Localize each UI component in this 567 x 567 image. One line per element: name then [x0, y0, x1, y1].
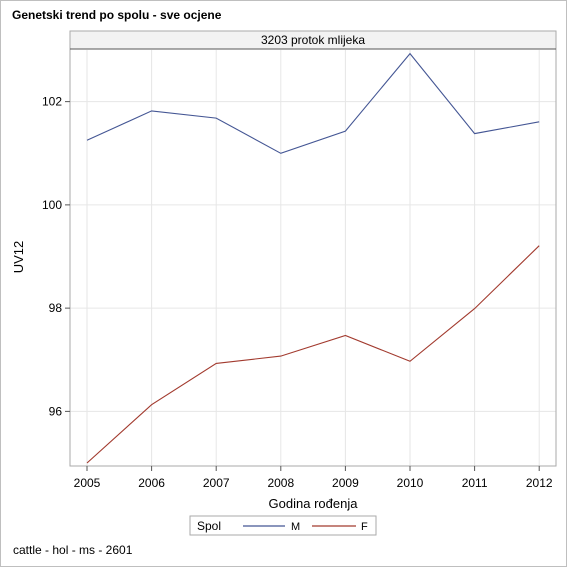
panel-title: 3203 protok mlijeka	[261, 33, 365, 47]
series-line-m	[86, 52, 540, 154]
y-tick-label: 96	[49, 404, 63, 418]
x-tick-label: 2006	[138, 476, 165, 490]
chart-title: Genetski trend po spolu - sve ocjene	[12, 8, 222, 22]
x-tick-label: 2010	[397, 476, 424, 490]
y-axis: 96 98 100 102	[42, 95, 70, 418]
y-axis-label: UV12	[11, 241, 26, 274]
plot-area	[69, 30, 557, 467]
legend-title: Spol	[197, 519, 221, 533]
legend-label-m: M	[291, 521, 300, 533]
y-tick-label: 98	[49, 301, 63, 315]
y-tick-label: 100	[42, 198, 62, 212]
footnote: cattle - hol - ms - 2601	[13, 543, 133, 557]
x-tick-label: 2012	[526, 476, 553, 490]
y-tick-label: 102	[42, 95, 62, 109]
series	[86, 52, 540, 464]
legend: Spol M F	[189, 515, 377, 536]
grid	[70, 50, 556, 466]
x-tick-label: 2005	[74, 476, 101, 490]
x-tick-label: 2008	[267, 476, 294, 490]
x-tick-label: 2009	[332, 476, 359, 490]
x-axis: 2005 2006 2007 2008 2009 2010 2011 2012	[74, 466, 553, 490]
legend-label-f: F	[361, 521, 368, 533]
x-tick-label: 2007	[203, 476, 230, 490]
x-tick-label: 2011	[462, 476, 488, 490]
series-line-f	[86, 245, 540, 464]
x-axis-label: Godina rođenja	[269, 496, 359, 511]
